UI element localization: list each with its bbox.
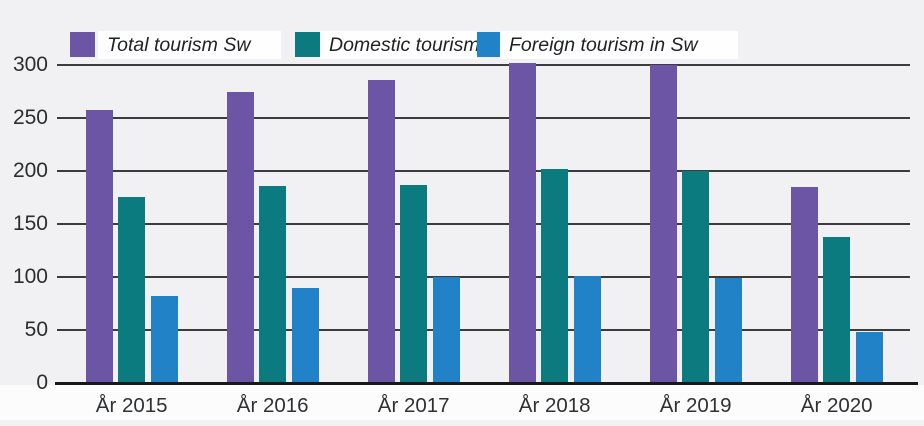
y-tick-label-250: 250 bbox=[12, 106, 48, 130]
gridline-200 bbox=[57, 170, 910, 173]
legend-item-foreign-tourism-in-sw: Foreign tourism in Sw bbox=[500, 31, 738, 59]
x-tick-label-r-2019: År 2019 bbox=[659, 394, 732, 417]
total-tourism-sw-bar-r-2016 bbox=[226, 91, 254, 383]
foreign-tourism-in-sw-bar-r-2016 bbox=[291, 287, 319, 383]
legend-swatch-foreign-tourism-in-sw bbox=[477, 32, 502, 57]
gridline-100 bbox=[57, 276, 910, 279]
total-tourism-sw-bar-r-2020 bbox=[790, 187, 818, 383]
x-tick-label-r-2020: År 2020 bbox=[800, 394, 873, 417]
foreign-tourism-in-sw-bar-r-2015 bbox=[150, 296, 178, 383]
foreign-tourism-in-sw-bar-r-2017 bbox=[432, 277, 460, 383]
y-tick-label-150: 150 bbox=[12, 212, 48, 236]
x-tick-label-r-2018: År 2018 bbox=[518, 394, 591, 417]
y-tick-label-200: 200 bbox=[12, 159, 48, 183]
foreign-tourism-in-sw-bar-r-2018 bbox=[573, 276, 601, 383]
legend: Total tourism Sw Domestic tourism Foreign … bbox=[0, 0, 924, 62]
domestic-tourism-bar-r-2018 bbox=[541, 169, 569, 383]
x-axis-line bbox=[55, 381, 918, 385]
gridline-150 bbox=[57, 223, 910, 226]
y-tick-label-0: 0 bbox=[36, 371, 48, 394]
total-tourism-sw-bar-r-2015 bbox=[85, 109, 113, 383]
domestic-tourism-bar-r-2015 bbox=[118, 196, 146, 383]
x-axis-label-band bbox=[0, 385, 924, 420]
legend-swatch-total-tourism-sw bbox=[70, 32, 95, 57]
domestic-tourism-bar-r-2016 bbox=[259, 186, 287, 383]
legend-item-total-tourism-sw: Total tourism Sw bbox=[98, 31, 281, 59]
y-tick-label-100: 100 bbox=[12, 265, 48, 289]
foreign-tourism-in-sw-bar-r-2019 bbox=[714, 278, 742, 383]
total-tourism-sw-bar-r-2017 bbox=[367, 80, 395, 383]
total-tourism-sw-bar-r-2019 bbox=[649, 65, 677, 383]
gridline-250 bbox=[57, 117, 910, 120]
total-tourism-sw-bar-r-2018 bbox=[508, 63, 536, 383]
domestic-tourism-bar-r-2019 bbox=[682, 171, 710, 383]
domestic-tourism-bar-r-2017 bbox=[400, 185, 428, 383]
y-tick-label-50: 50 bbox=[24, 318, 48, 342]
foreign-tourism-in-sw-bar-r-2020 bbox=[855, 332, 883, 383]
x-tick-label-r-2016: År 2016 bbox=[236, 394, 309, 417]
x-tick-label-r-2017: År 2017 bbox=[377, 394, 450, 417]
x-tick-label-r-2015: År 2015 bbox=[95, 394, 168, 417]
legend-item-domestic-tourism: Domestic tourism bbox=[320, 31, 480, 59]
legend-swatch-domestic-tourism bbox=[295, 32, 320, 57]
domestic-tourism-bar-r-2020 bbox=[823, 236, 851, 383]
gridline-50 bbox=[57, 329, 910, 332]
gridline-300 bbox=[57, 64, 910, 67]
y-tick-label-300: 300 bbox=[12, 53, 48, 77]
